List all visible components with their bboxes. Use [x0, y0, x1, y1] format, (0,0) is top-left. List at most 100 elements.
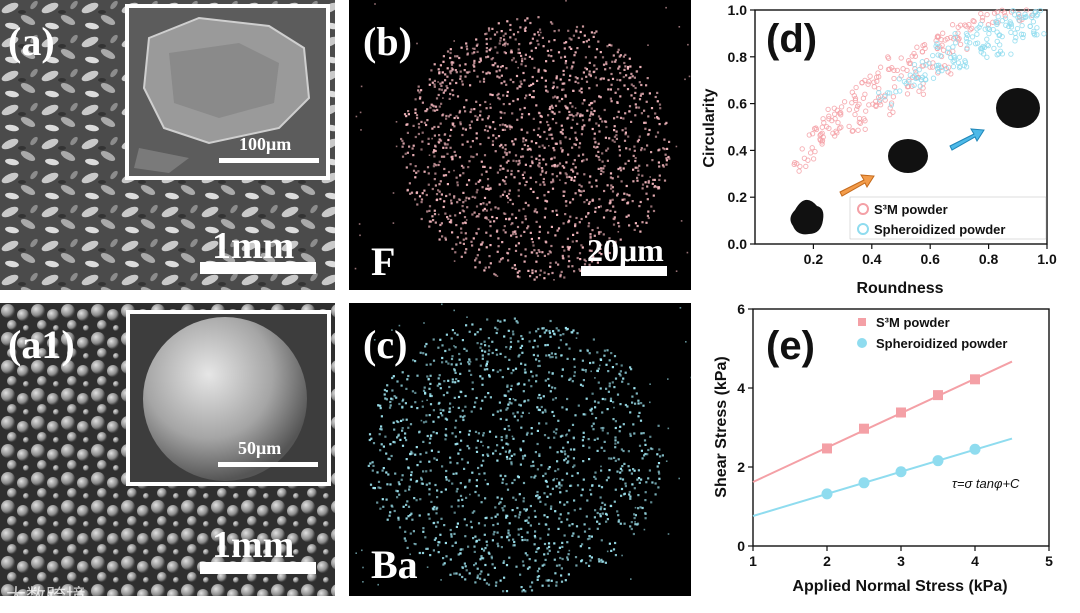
edx-dot [472, 537, 475, 540]
edx-dot [509, 51, 513, 54]
edx-dot [538, 250, 541, 253]
edx-dot [593, 100, 596, 103]
edx-dot [530, 49, 533, 52]
edx-dot [523, 106, 526, 110]
edx-dot [453, 116, 456, 120]
x-tick-label: 0.4 [862, 251, 882, 267]
edx-dot [382, 445, 385, 448]
edx-dot [454, 371, 457, 374]
edx-dot [487, 573, 490, 576]
edx-dot [401, 400, 404, 403]
edx-dot [485, 50, 488, 53]
edx-dot [516, 118, 519, 121]
edx-dot [451, 155, 454, 158]
edx-dot [645, 481, 648, 484]
edx-dot [529, 187, 532, 190]
edx-dot [590, 240, 593, 243]
edx-dot [486, 453, 489, 456]
edx-dot [630, 72, 633, 75]
edx-dot [493, 220, 496, 223]
s3m-point [934, 34, 940, 40]
edx-dot [578, 146, 581, 149]
edx-dot [636, 176, 639, 179]
edx-dot [524, 184, 527, 187]
s3m-point [846, 123, 852, 130]
edx-dot [545, 200, 549, 203]
edx-dot [434, 184, 437, 187]
edx-dot [549, 507, 553, 510]
edx-dot [492, 413, 495, 416]
edx-dot [523, 454, 527, 457]
edx-dot [470, 373, 473, 376]
edx-dot [512, 369, 515, 372]
edx-dot [552, 147, 555, 150]
edx-dot [412, 124, 415, 127]
edx-dot [627, 135, 630, 138]
edx-dot [603, 503, 607, 506]
edx-dot [638, 205, 641, 208]
edx-noise-dot [647, 44, 649, 46]
edx-noise-dot [507, 201, 509, 204]
spheroidized-point [994, 19, 1000, 26]
edx-dot [574, 80, 577, 83]
edx-dot [613, 456, 616, 459]
edx-dot [558, 546, 561, 549]
s3m-point [812, 148, 818, 155]
edx-dot [604, 68, 607, 71]
edx-dot [409, 423, 413, 426]
edx-dot [571, 105, 574, 108]
edx-dot [514, 230, 517, 233]
edx-dot [572, 170, 575, 173]
edx-dot [585, 397, 588, 400]
edx-dot [500, 74, 503, 77]
spheroidized-point [858, 477, 870, 489]
edx-dot [473, 545, 476, 548]
edx-dot [503, 576, 506, 579]
edx-dot [561, 541, 564, 544]
edx-dot [580, 185, 583, 188]
edx-dot [411, 147, 414, 150]
edx-dot [520, 82, 523, 86]
edx-dot [425, 470, 428, 473]
edx-dot [584, 369, 587, 372]
edx-dot [521, 155, 525, 158]
edx-dot [588, 564, 591, 567]
edx-dot [573, 270, 576, 273]
s3m-point [940, 47, 947, 53]
edx-dot [577, 189, 581, 192]
edx-dot [540, 405, 543, 409]
edx-dot [462, 210, 466, 213]
edx-dot [460, 231, 463, 234]
edx-dot [408, 485, 411, 488]
s3m-point [821, 120, 827, 126]
edx-dot [577, 535, 580, 538]
edx-dot [518, 403, 521, 406]
edx-dot [548, 128, 551, 131]
edx-dot [574, 166, 577, 169]
edx-dot [553, 112, 556, 115]
edx-dot [476, 439, 479, 442]
spheroidized-point [1041, 31, 1047, 37]
edx-dot [493, 33, 497, 36]
edx-dot [486, 368, 489, 371]
edx-dot [543, 254, 546, 257]
edx-dot [436, 496, 439, 499]
edx-dot [528, 147, 531, 150]
edx-dot [582, 159, 585, 162]
edx-dot [524, 255, 527, 258]
edx-dot [635, 106, 638, 109]
edx-dot [494, 150, 497, 153]
edx-dot [475, 100, 478, 103]
edx-dot [499, 409, 502, 412]
edx-dot [439, 64, 442, 67]
edx-dot [451, 68, 454, 71]
edx-dot [531, 75, 534, 79]
edx-dot [506, 407, 509, 410]
s3m-point [826, 125, 832, 132]
edx-dot [515, 320, 518, 323]
edx-dot [571, 65, 574, 68]
edx-dot [643, 454, 646, 457]
edx-dot [483, 154, 487, 157]
edx-dot [551, 372, 554, 375]
edx-dot [572, 34, 575, 37]
